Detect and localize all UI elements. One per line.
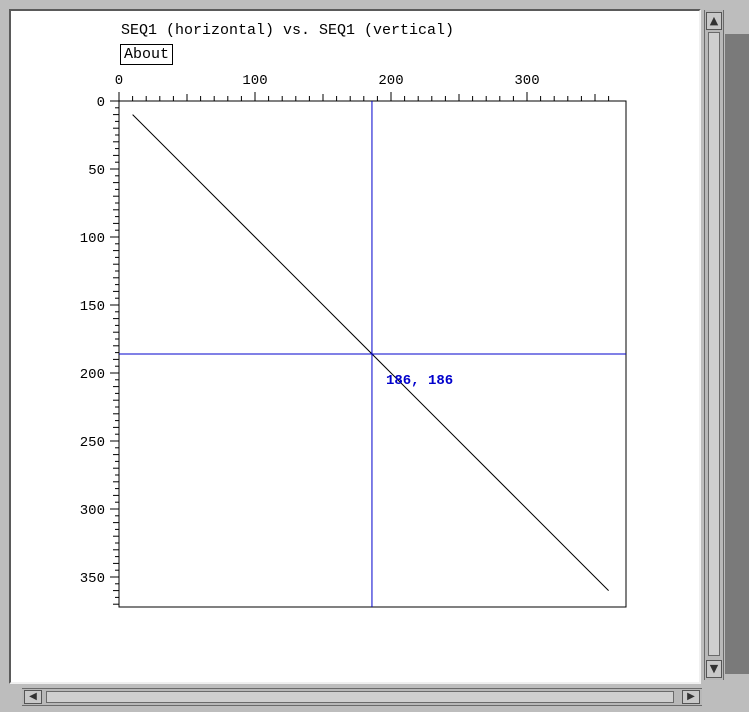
y-tick-label: 350 — [80, 571, 105, 587]
about-button[interactable]: About — [120, 44, 174, 65]
vertical-scrollbar[interactable]: ▲ ▼ — [704, 10, 724, 680]
plot-viewport — [9, 9, 701, 684]
arrow-up-icon[interactable]: ▲ — [706, 12, 722, 30]
x-tick-label: 100 — [242, 73, 267, 89]
y-tick-label: 250 — [80, 435, 105, 451]
plot-title: SEQ1 (horizontal) vs. SEQ1 (vertical) — [121, 22, 455, 39]
y-tick-label: 300 — [80, 503, 105, 519]
x-tick-label: 200 — [378, 73, 403, 89]
y-tick-label: 150 — [80, 299, 105, 315]
horizontal-scrollbar[interactable]: ◀ ▶ — [22, 688, 702, 706]
y-tick-label: 50 — [88, 163, 105, 179]
vertical-scroll-thumb[interactable] — [708, 32, 720, 656]
arrow-down-icon[interactable]: ▼ — [706, 660, 722, 678]
y-tick-label: 200 — [80, 367, 105, 383]
y-tick-label: 0 — [97, 95, 105, 111]
series-line — [132, 114, 609, 591]
cursor-coordinate-label: 186, 186 — [386, 373, 453, 389]
x-tick-label: 300 — [514, 73, 539, 89]
window-shadow — [725, 34, 749, 674]
y-tick-label: 100 — [80, 231, 105, 247]
x-tick-label: 0 — [115, 73, 123, 89]
horizontal-scroll-thumb[interactable] — [46, 691, 674, 703]
arrow-left-icon[interactable]: ◀ — [24, 690, 42, 704]
arrow-right-icon[interactable]: ▶ — [682, 690, 700, 704]
